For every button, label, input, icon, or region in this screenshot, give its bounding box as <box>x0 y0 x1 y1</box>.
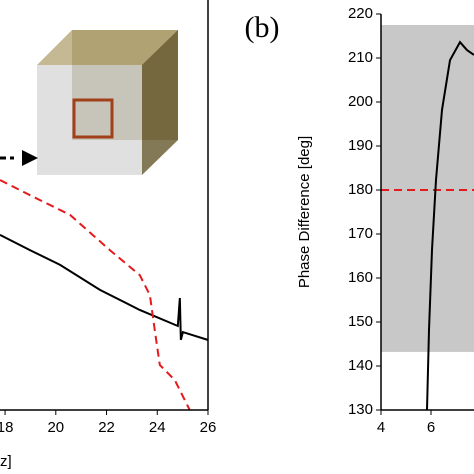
x-tick-label: 20 <box>47 419 64 436</box>
y-tick-label: 160 <box>348 269 373 286</box>
data-line <box>426 40 474 411</box>
x-axis-label: z] <box>0 453 12 470</box>
y-tick-label: 170 <box>348 225 373 242</box>
y-tick-label: 180 <box>348 181 373 198</box>
y-tick-label: 200 <box>348 93 373 110</box>
data-line <box>0 179 191 411</box>
y-tick-label: 190 <box>348 137 373 154</box>
y-tick-label: 130 <box>348 401 373 418</box>
x-tick-label: 26 <box>200 419 217 436</box>
x-tick-label: 22 <box>98 419 115 436</box>
shaded-region <box>381 25 474 352</box>
y-tick-label: 210 <box>348 49 373 66</box>
x-tick-label: 24 <box>149 419 166 436</box>
arrow <box>0 150 38 166</box>
y-tick-label: 150 <box>348 313 373 330</box>
x-tick-label: 4 <box>377 419 385 436</box>
data-line <box>0 234 209 341</box>
panel-label: (b) <box>245 11 280 44</box>
x-tick-label: 18 <box>0 419 13 436</box>
x-tick-label: 6 <box>427 419 435 436</box>
y-tick-label: 140 <box>348 357 373 374</box>
cube-inset <box>37 30 178 175</box>
y-tick-label: 220 <box>348 5 373 22</box>
y-axis-label: Phase Difference [deg] <box>296 136 313 288</box>
